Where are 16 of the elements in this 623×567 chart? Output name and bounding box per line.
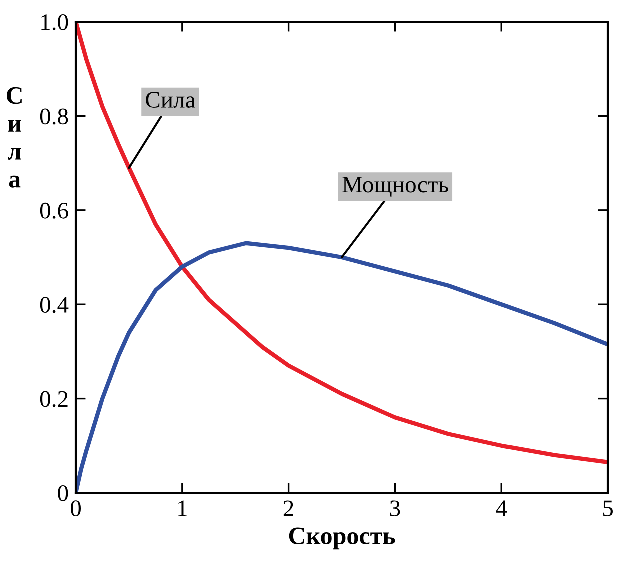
x-tick-label: 1 (178, 500, 187, 516)
y-tick-label: 1.0 (42, 14, 68, 31)
y-tick-label: 0.4 (40, 297, 69, 314)
y-tick-label: 0.6 (40, 202, 68, 219)
x-tick-label: 3 (390, 500, 400, 517)
text: Мощность (342, 177, 448, 198)
y-tick-label: 0.2 (40, 391, 68, 408)
series-label: Сила (146, 92, 196, 108)
x-tick-label: 2 (284, 500, 294, 516)
y-tick-label: 0 (58, 485, 68, 502)
y-axis-title: Сила (7, 87, 22, 188)
x-tick-label: 5 (603, 500, 613, 517)
y-tick-label: 0.8 (40, 108, 68, 125)
x-tick-label: 0 (70, 500, 82, 517)
x-axis-title: Скорость (289, 528, 396, 550)
x-tick-label: 4 (496, 500, 508, 516)
